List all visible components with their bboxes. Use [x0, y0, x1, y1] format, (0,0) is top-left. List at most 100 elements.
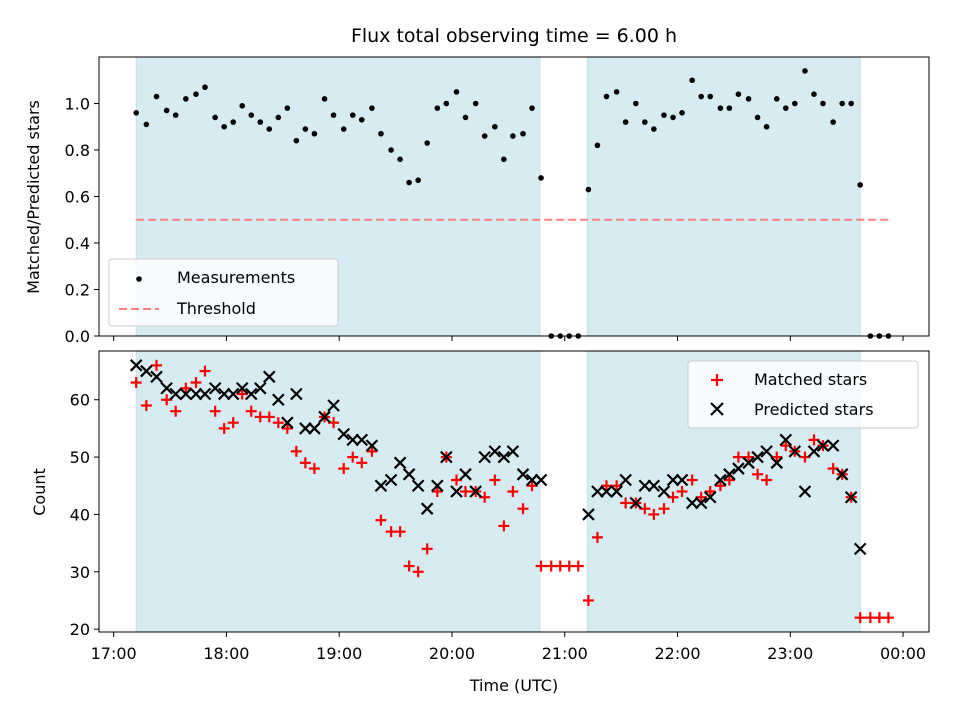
matched-star-point	[799, 451, 811, 463]
y-tick-label: 0.6	[65, 188, 90, 207]
predicted-star-point	[723, 468, 736, 481]
predicted-star-point	[657, 485, 671, 498]
measurement-point	[284, 105, 291, 111]
measurement-point	[349, 112, 356, 118]
predicted-star-point	[281, 416, 294, 429]
matched-star-point	[263, 411, 275, 423]
predicted-star-point	[129, 359, 143, 372]
predicted-star-point	[140, 364, 153, 378]
predicted-star-point	[714, 473, 727, 487]
predicted-star-point	[327, 399, 340, 412]
predicted-star-point	[208, 381, 222, 395]
predicted-star-point	[751, 450, 764, 464]
matched-star-point	[526, 480, 538, 492]
measurement-point	[670, 114, 676, 121]
matched-star-point	[245, 405, 257, 417]
matched-star-point	[620, 497, 632, 509]
chart-title: Flux total observing time = 6.00 h	[351, 25, 677, 47]
top-panel: 0.0 0.2 0.4 0.6 0.8 1.0 Matched/Predicted sta…	[24, 56, 930, 346]
predicted-star-point	[525, 473, 539, 487]
measurement-point	[311, 130, 318, 137]
measurement-point	[745, 96, 752, 102]
predicted-star-point	[610, 485, 623, 498]
measurement-point	[830, 119, 836, 125]
x-tick-label: 00:00	[880, 644, 926, 663]
predicted-star-point	[478, 450, 491, 464]
bottom-y-axis-label: Count	[30, 468, 49, 516]
matched-star-point	[882, 612, 894, 624]
predicted-star-point	[694, 496, 708, 510]
matched-star-point	[648, 508, 660, 520]
matched-star-point	[161, 394, 173, 406]
measurement-point	[529, 105, 535, 111]
measurement-point	[378, 130, 384, 137]
matched-star-point	[190, 377, 202, 389]
measurement-point	[792, 100, 798, 107]
bottom-x-ticks: 17:00 18:00 19:00 20:00 21:00 22:00 23:00 00:00	[91, 632, 926, 663]
predicted-star-point	[685, 496, 699, 510]
matched-star-point	[130, 377, 142, 389]
measurement-point	[857, 182, 864, 188]
top-y-axis-label: Matched/Predicted stars	[24, 100, 43, 294]
matched-star-point	[507, 486, 519, 497]
y-tick-label: 1.0	[65, 95, 90, 114]
predicted-star-point	[431, 479, 444, 493]
bottom-legend-box	[687, 360, 919, 429]
measurement-point	[735, 91, 742, 97]
predicted-star-point	[244, 387, 258, 401]
measurement-point	[462, 114, 469, 121]
predicted-star-point	[450, 485, 463, 498]
predicted-star-point	[600, 485, 613, 498]
matched-star-point	[479, 491, 491, 503]
matched-star-point	[290, 445, 302, 457]
measurement-point	[839, 100, 845, 107]
matched-star-point	[356, 457, 368, 469]
measurement-point	[143, 121, 150, 128]
predicted-star-point	[217, 387, 231, 401]
measurement-point	[632, 100, 639, 107]
predicted-star-point	[308, 422, 321, 435]
predicted-star-point	[235, 381, 249, 395]
measurement-point	[293, 137, 300, 144]
measurement-point	[275, 114, 282, 121]
measurement-point	[642, 119, 648, 125]
measurement-point	[183, 96, 189, 102]
top-y-ticks: 0.0 0.2 0.4 0.6 0.8 1.0	[65, 95, 99, 346]
measurement-point	[358, 116, 365, 123]
predicted-star-point	[411, 479, 425, 493]
predicted-star-point	[299, 422, 312, 435]
measurement-point	[754, 114, 761, 121]
measurement-point	[133, 110, 140, 116]
matched-star-point	[450, 474, 462, 486]
matched-star-point	[771, 451, 783, 463]
measurement-point	[193, 91, 199, 97]
measurement-point	[172, 112, 179, 118]
predicted-star-point	[189, 387, 203, 401]
predicted-star-point	[420, 502, 434, 515]
predicted-star-point	[703, 490, 717, 504]
measurement-point	[820, 100, 826, 107]
measurement-point	[163, 107, 170, 114]
matched-star-point	[686, 474, 698, 486]
measurement-point	[321, 96, 328, 102]
matched-star-point	[676, 486, 688, 497]
measurement-point	[848, 100, 854, 107]
matched-star-point	[498, 520, 510, 532]
measurement-point	[302, 126, 309, 132]
predicted-star-point	[374, 479, 388, 493]
measurement-point	[369, 105, 375, 111]
predicted-star-point	[459, 468, 472, 481]
measurement-point	[397, 156, 403, 163]
measurement-point	[689, 77, 695, 84]
measurement-point	[520, 130, 526, 137]
legend-measurements-label: Measurements	[177, 268, 295, 287]
matched-star-point	[140, 399, 152, 411]
matched-star-point	[780, 440, 792, 452]
measurement-point	[594, 142, 601, 149]
predicted-star-point	[760, 445, 773, 458]
matched-star-point	[639, 503, 651, 515]
measurement-point	[472, 100, 479, 107]
matched-star-point	[375, 514, 387, 526]
matched-star-point	[227, 417, 239, 429]
matched-star-point	[732, 451, 744, 463]
